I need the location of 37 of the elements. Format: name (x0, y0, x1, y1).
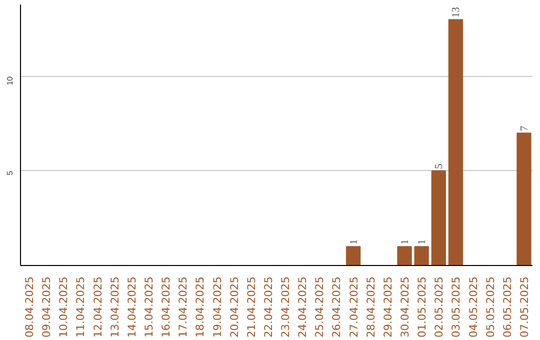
x-tick-label: 15.04.2025 (142, 276, 156, 338)
x-tick-label: 04.05.2025 (466, 276, 480, 338)
data-label: 1 (348, 239, 360, 245)
data-label: 1 (400, 239, 411, 245)
x-tick-label: 20.04.2025 (228, 276, 241, 338)
y-tick-label: 10 (6, 76, 14, 86)
x-tick-label: 23.04.2025 (279, 276, 292, 338)
x-tick-label: 29.04.2025 (381, 276, 394, 338)
x-tick-label: 18.04.2025 (194, 276, 207, 338)
data-label: 1 (417, 239, 428, 245)
x-tick-label: 16.04.2025 (160, 276, 173, 338)
x-tick-label: 26.04.2025 (330, 276, 344, 338)
x-tick-label: 14.04.2025 (125, 276, 138, 338)
x-tick-label: 05.05.2025 (484, 276, 497, 338)
x-tick-label: 27.04.2025 (347, 276, 360, 338)
x-tick-label: 13.04.2025 (108, 276, 122, 338)
x-tick-label: 12.04.2025 (91, 276, 104, 338)
x-tick-label: 08.04.2025 (23, 276, 36, 338)
x-tick-label: 06.05.2025 (500, 276, 514, 338)
x-tick-label: 19.04.2025 (210, 276, 224, 338)
x-tick-label: 07.05.2025 (518, 276, 531, 338)
x-tick-label: 11.04.2025 (74, 276, 88, 338)
x-tick-label: 09.04.2025 (40, 276, 54, 338)
x-tick-label: 17.04.2025 (176, 276, 190, 338)
x-tick-label: 21.04.2025 (244, 276, 258, 338)
data-label: 7 (519, 125, 530, 132)
x-tick-label: 24.04.2025 (296, 276, 310, 338)
x-tick-label: 28.04.2025 (364, 276, 378, 338)
x-tick-label: 30.04.2025 (398, 276, 412, 338)
x-tick-label: 03.05.2025 (450, 276, 463, 338)
x-tick-label: 22.04.2025 (262, 276, 275, 338)
x-tick-label: 25.04.2025 (313, 276, 326, 338)
x-tick-label: 02.05.2025 (432, 276, 446, 338)
x-tick-label: 01.05.2025 (416, 276, 429, 338)
x-tick-label: 10.04.2025 (57, 276, 70, 338)
data-label: 13 (451, 6, 462, 18)
data-label: 5 (434, 164, 446, 169)
